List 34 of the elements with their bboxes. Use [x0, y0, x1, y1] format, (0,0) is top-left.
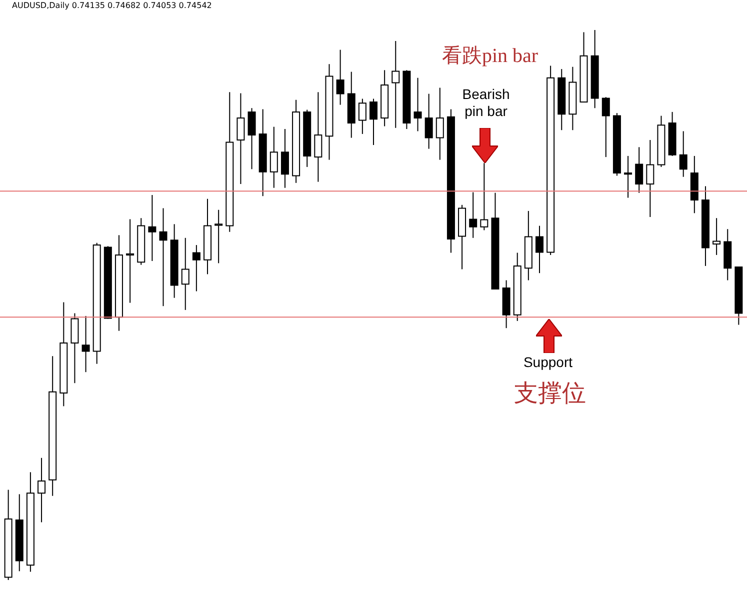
candlestick: [602, 96, 610, 158]
candlestick: [280, 128, 289, 188]
candlestick: [624, 155, 632, 198]
candlestick: [480, 162, 488, 231]
annotation: Support: [522, 354, 574, 371]
annotation: 支撑位: [513, 380, 587, 409]
candlestick: [248, 108, 256, 170]
candlestick: [646, 140, 654, 218]
candlestick: [270, 126, 278, 188]
candlestick: [424, 93, 433, 150]
candlestick: [679, 130, 688, 178]
candlestick: [469, 192, 478, 238]
candlestick: [358, 98, 366, 134]
candlestick: [314, 92, 322, 182]
candlestick: [126, 218, 134, 304]
candlestick: [82, 316, 90, 373]
candlestick: [236, 92, 245, 184]
candlestick: [635, 146, 644, 194]
candlestick: [38, 457, 46, 523]
candlestick: [214, 209, 223, 264]
candlestick: [436, 87, 444, 160]
candlestick: [159, 208, 168, 307]
annotation: Bearish pin bar: [461, 86, 511, 120]
candlestick: [414, 77, 422, 132]
candlestick: [192, 244, 200, 292]
candlestick: [535, 225, 544, 274]
candlestick: [148, 194, 156, 262]
candlestick: [370, 98, 378, 146]
candlestick: [181, 237, 190, 310]
annotation: 看跌pin bar: [440, 44, 540, 68]
candlestick: [336, 49, 344, 106]
chart-title: AUDUSD,Daily 0.74135 0.74682 0.74053 0.74542: [12, 1, 212, 10]
candlestick: [392, 40, 400, 128]
candlestick: [712, 218, 721, 256]
